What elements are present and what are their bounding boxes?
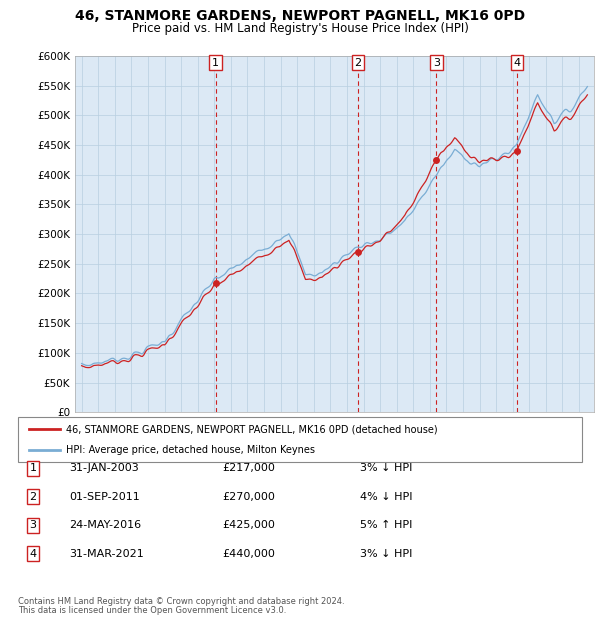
Text: 46, STANMORE GARDENS, NEWPORT PAGNELL, MK16 0PD (detached house): 46, STANMORE GARDENS, NEWPORT PAGNELL, M… bbox=[66, 424, 437, 435]
Text: 3: 3 bbox=[29, 520, 37, 530]
Text: 4% ↓ HPI: 4% ↓ HPI bbox=[360, 492, 413, 502]
Text: 2: 2 bbox=[29, 492, 37, 502]
Text: 24-MAY-2016: 24-MAY-2016 bbox=[69, 520, 141, 530]
Text: £217,000: £217,000 bbox=[222, 463, 275, 473]
Text: 3% ↓ HPI: 3% ↓ HPI bbox=[360, 463, 412, 473]
Text: 1: 1 bbox=[212, 58, 219, 68]
Text: 2: 2 bbox=[355, 58, 362, 68]
Text: 31-JAN-2003: 31-JAN-2003 bbox=[69, 463, 139, 473]
Text: 4: 4 bbox=[514, 58, 520, 68]
Text: 4: 4 bbox=[29, 549, 37, 559]
Text: 46, STANMORE GARDENS, NEWPORT PAGNELL, MK16 0PD: 46, STANMORE GARDENS, NEWPORT PAGNELL, M… bbox=[75, 9, 525, 24]
Text: £440,000: £440,000 bbox=[222, 549, 275, 559]
Text: 3: 3 bbox=[433, 58, 440, 68]
Text: 5% ↑ HPI: 5% ↑ HPI bbox=[360, 520, 412, 530]
Text: This data is licensed under the Open Government Licence v3.0.: This data is licensed under the Open Gov… bbox=[18, 606, 286, 615]
Text: Contains HM Land Registry data © Crown copyright and database right 2024.: Contains HM Land Registry data © Crown c… bbox=[18, 597, 344, 606]
Text: £425,000: £425,000 bbox=[222, 520, 275, 530]
Text: Price paid vs. HM Land Registry's House Price Index (HPI): Price paid vs. HM Land Registry's House … bbox=[131, 22, 469, 35]
Text: 31-MAR-2021: 31-MAR-2021 bbox=[69, 549, 144, 559]
Text: HPI: Average price, detached house, Milton Keynes: HPI: Average price, detached house, Milt… bbox=[66, 445, 315, 455]
Text: 3% ↓ HPI: 3% ↓ HPI bbox=[360, 549, 412, 559]
Text: 1: 1 bbox=[29, 463, 37, 473]
Text: £270,000: £270,000 bbox=[222, 492, 275, 502]
Text: 01-SEP-2011: 01-SEP-2011 bbox=[69, 492, 140, 502]
